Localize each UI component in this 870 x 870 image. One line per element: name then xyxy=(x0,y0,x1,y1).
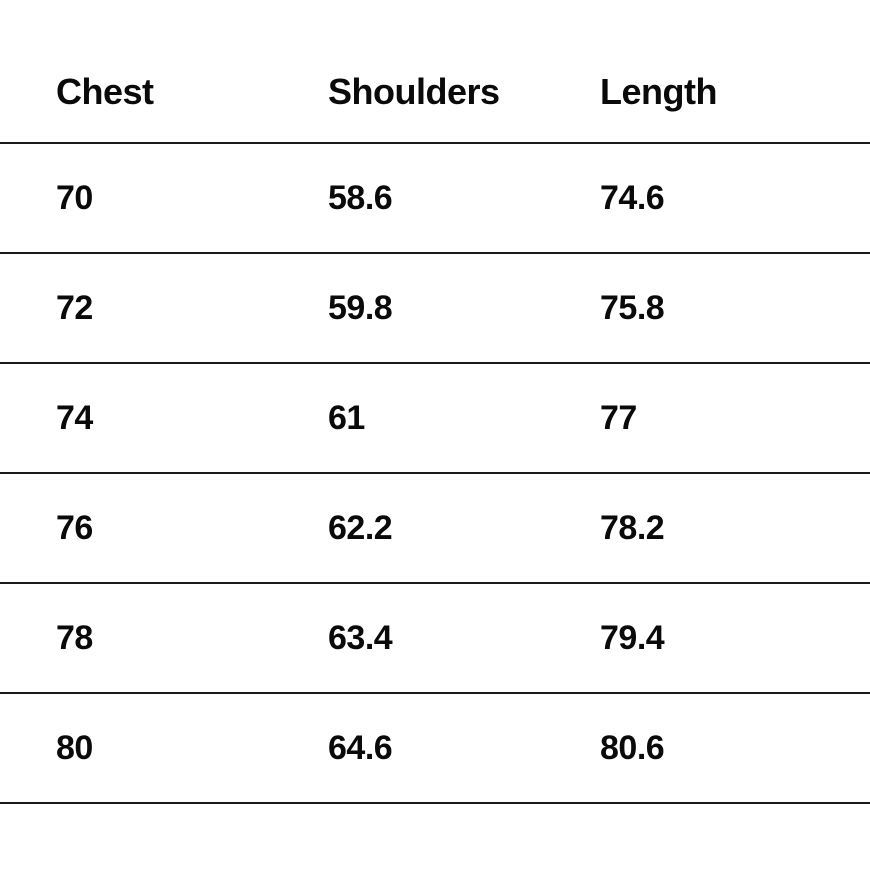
cell-shoulders: 59.8 xyxy=(328,289,600,328)
cell-length: 80.6 xyxy=(600,729,870,768)
cell-chest: 70 xyxy=(56,179,328,218)
cell-chest: 80 xyxy=(56,729,328,768)
column-header-shoulders: Shoulders xyxy=(328,71,600,113)
cell-chest: 76 xyxy=(56,509,328,548)
table-row: 76 62.2 78.2 xyxy=(0,472,870,582)
cell-shoulders: 63.4 xyxy=(328,619,600,658)
table-header-row: Chest Shoulders Length xyxy=(0,42,870,142)
cell-shoulders: 64.6 xyxy=(328,729,600,768)
cell-length: 74.6 xyxy=(600,179,870,218)
cell-chest: 78 xyxy=(56,619,328,658)
table-row: 72 59.8 75.8 xyxy=(0,252,870,362)
cell-length: 77 xyxy=(600,399,870,438)
table-bottom-border xyxy=(0,802,870,804)
cell-chest: 74 xyxy=(56,399,328,438)
column-header-length: Length xyxy=(600,71,870,113)
cell-length: 75.8 xyxy=(600,289,870,328)
table-row: 80 64.6 80.6 xyxy=(0,692,870,802)
table-row: 74 61 77 xyxy=(0,362,870,472)
cell-shoulders: 61 xyxy=(328,399,600,438)
cell-shoulders: 62.2 xyxy=(328,509,600,548)
cell-length: 79.4 xyxy=(600,619,870,658)
table-row: 70 58.6 74.6 xyxy=(0,142,870,252)
cell-chest: 72 xyxy=(56,289,328,328)
cell-length: 78.2 xyxy=(600,509,870,548)
column-header-chest: Chest xyxy=(56,71,328,113)
table-row: 78 63.4 79.4 xyxy=(0,582,870,692)
cell-shoulders: 58.6 xyxy=(328,179,600,218)
size-table: Chest Shoulders Length 70 58.6 74.6 72 5… xyxy=(0,0,870,870)
